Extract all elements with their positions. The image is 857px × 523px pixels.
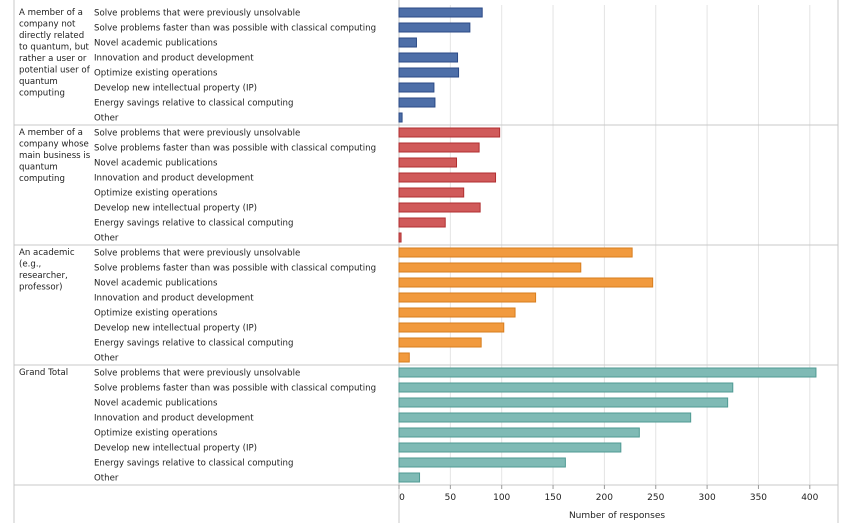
category-label: Solve problems faster than was possible … bbox=[94, 144, 376, 154]
bar bbox=[398, 322, 505, 333]
group-label-line: quantum bbox=[19, 163, 58, 173]
bar bbox=[398, 112, 403, 123]
category-label: Solve problems faster than was possible … bbox=[94, 264, 376, 274]
category-label: Solve problems that were previously unso… bbox=[94, 9, 300, 19]
group-label-line: to quantum, but bbox=[19, 43, 90, 53]
x-tick-label: 100 bbox=[493, 493, 510, 503]
x-tick-label: 250 bbox=[647, 493, 664, 503]
bar bbox=[398, 382, 734, 393]
bar bbox=[398, 337, 482, 348]
category-label: Novel academic publications bbox=[94, 399, 218, 409]
x-tick-label: 350 bbox=[750, 493, 767, 503]
group-label-line: quantum bbox=[19, 77, 58, 87]
bar bbox=[398, 367, 817, 378]
category-label: Develop new intellectual property (IP) bbox=[94, 444, 257, 454]
category-label: Energy savings relative to classical com… bbox=[94, 99, 293, 109]
x-tick-label: 200 bbox=[596, 493, 613, 503]
category-label: Novel academic publications bbox=[94, 279, 218, 289]
bar bbox=[398, 232, 402, 243]
category-label: Solve problems faster than was possible … bbox=[94, 24, 376, 34]
bar bbox=[398, 142, 480, 153]
category-label: Innovation and product development bbox=[94, 54, 254, 64]
group-label-line: company not bbox=[19, 20, 76, 30]
x-tick-label: 50 bbox=[445, 493, 457, 503]
x-axis-title: Number of responses bbox=[569, 511, 665, 521]
bar bbox=[398, 217, 446, 228]
category-label: Novel academic publications bbox=[94, 39, 218, 49]
bar bbox=[398, 52, 459, 63]
group-label-line: main business is bbox=[19, 151, 91, 161]
category-label: Solve problems that were previously unso… bbox=[94, 249, 300, 259]
group-label-line: computing bbox=[19, 89, 65, 99]
group-label-line: directly related bbox=[19, 31, 84, 41]
bar bbox=[398, 97, 436, 108]
category-label: Other bbox=[94, 354, 119, 364]
x-tick-label: 400 bbox=[801, 493, 818, 503]
bar bbox=[398, 172, 497, 183]
group-label-line: (e.g., bbox=[19, 260, 41, 270]
category-label: Optimize existing operations bbox=[94, 189, 218, 199]
bar bbox=[398, 307, 516, 318]
category-label: Novel academic publications bbox=[94, 159, 218, 169]
bar bbox=[398, 352, 410, 363]
bar bbox=[398, 247, 633, 258]
x-tick-label: 0 bbox=[399, 493, 405, 503]
category-label: Optimize existing operations bbox=[94, 69, 218, 79]
category-label: Develop new intellectual property (IP) bbox=[94, 204, 257, 214]
bar bbox=[398, 472, 421, 483]
bar bbox=[398, 397, 729, 408]
category-label: Optimize existing operations bbox=[94, 429, 218, 439]
category-label: Develop new intellectual property (IP) bbox=[94, 84, 257, 94]
bar bbox=[398, 157, 458, 168]
bar bbox=[398, 202, 481, 213]
group-label-line: Grand Total bbox=[19, 368, 68, 378]
bar bbox=[398, 442, 622, 453]
group-label-line: researcher, bbox=[19, 271, 68, 281]
group-label-line: company whose bbox=[19, 140, 89, 150]
group-label-line: professor) bbox=[19, 283, 62, 293]
category-label: Develop new intellectual property (IP) bbox=[94, 324, 257, 334]
category-label: Innovation and product development bbox=[94, 414, 254, 424]
group-label-line: rather a user or bbox=[19, 54, 87, 64]
x-tick-label: 150 bbox=[544, 493, 561, 503]
bar bbox=[398, 427, 640, 438]
category-label: Other bbox=[94, 474, 119, 484]
group-label-line: computing bbox=[19, 174, 65, 184]
group-label-line: A member of a bbox=[19, 8, 83, 18]
category-label: Other bbox=[94, 114, 119, 124]
category-label: Optimize existing operations bbox=[94, 309, 218, 319]
category-label: Solve problems that were previously unso… bbox=[94, 369, 300, 379]
category-label: Energy savings relative to classical com… bbox=[94, 339, 293, 349]
bar bbox=[398, 37, 417, 48]
bar bbox=[398, 292, 537, 303]
category-label: Solve problems faster than was possible … bbox=[94, 384, 376, 394]
group-label-line: potential user of bbox=[19, 66, 91, 76]
group-label-line: A member of a bbox=[19, 128, 83, 138]
category-label: Solve problems that were previously unso… bbox=[94, 129, 300, 139]
bar bbox=[398, 187, 465, 198]
category-label: Other bbox=[94, 234, 119, 244]
bar bbox=[398, 262, 582, 273]
bar bbox=[398, 22, 471, 33]
bar bbox=[398, 277, 654, 288]
category-labels: Solve problems that were previously unso… bbox=[94, 9, 376, 484]
category-label: Innovation and product development bbox=[94, 294, 254, 304]
bar bbox=[398, 127, 501, 138]
x-axis-ticks: 0 50 100 150 200 250 300 350 400 bbox=[398, 485, 819, 503]
group-label-line: An academic bbox=[19, 248, 75, 258]
bar bbox=[398, 457, 566, 468]
category-label: Innovation and product development bbox=[94, 174, 254, 184]
bar bbox=[398, 7, 483, 18]
bar bbox=[398, 67, 460, 78]
bars bbox=[398, 7, 817, 483]
x-tick-label: 300 bbox=[699, 493, 716, 503]
category-label: Energy savings relative to classical com… bbox=[94, 219, 293, 229]
bar bbox=[398, 82, 435, 93]
bar bbox=[398, 412, 692, 423]
category-label: Energy savings relative to classical com… bbox=[94, 459, 293, 469]
